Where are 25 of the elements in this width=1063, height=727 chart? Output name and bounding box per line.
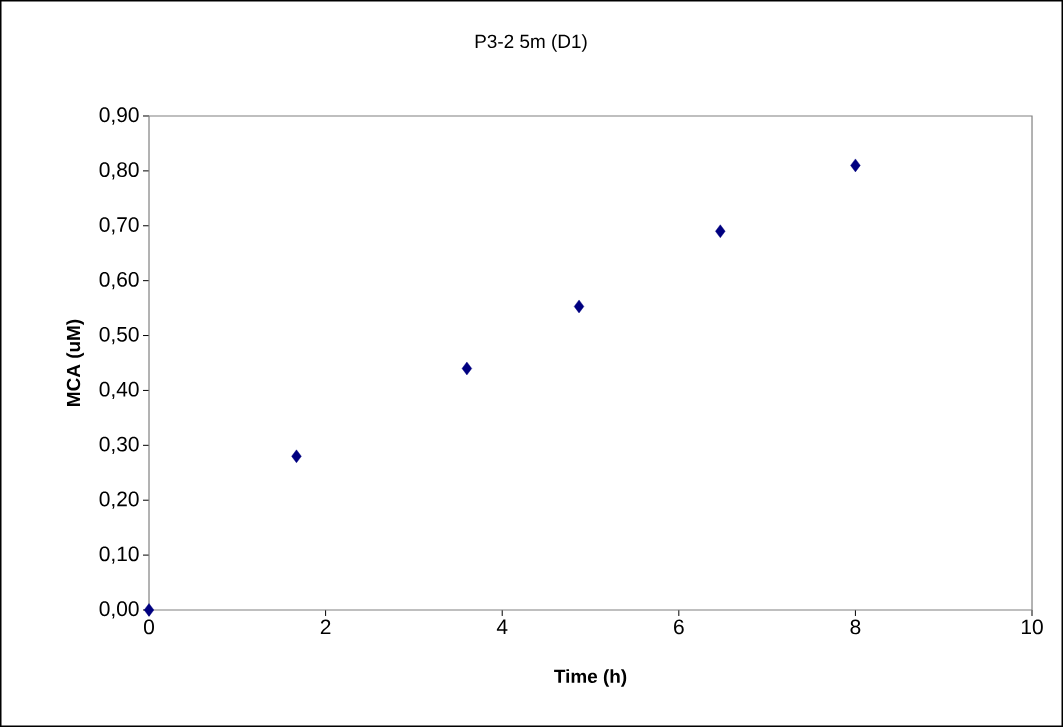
y-tick-label: 0,70 [99, 217, 139, 235]
y-tick-label: 0,40 [99, 381, 139, 400]
y-tick-label: 0,10 [99, 546, 139, 564]
y-tick-label: 0,50 [99, 326, 139, 345]
x-tick-label: 6 [674, 619, 684, 635]
chart-title: P3-2 5m (D1) [475, 34, 587, 52]
x-tick-label: 10 [1021, 619, 1043, 635]
point [573, 299, 585, 314]
y-tick-label: 0,30 [99, 436, 139, 454]
point [143, 603, 155, 617]
y-axis-title: MCA (uM) [66, 319, 84, 406]
y-tick-label: 0,80 [99, 162, 139, 180]
y-tick-label: 0,00 [99, 601, 139, 619]
y-tick-label: 0,90 [99, 107, 139, 125]
y-tick-label: 0,20 [99, 491, 139, 509]
x-tick-label: 8 [850, 619, 861, 635]
point [850, 158, 861, 173]
x-tick-label: 4 [496, 619, 508, 634]
point [291, 449, 302, 463]
point [715, 224, 726, 238]
x-axis-title: Time (h) [554, 669, 627, 687]
x-tick-label: 0 [144, 619, 154, 635]
y-tick-label: 0,60 [99, 272, 139, 290]
x-tick-label: 2 [320, 619, 331, 635]
point [461, 361, 472, 376]
